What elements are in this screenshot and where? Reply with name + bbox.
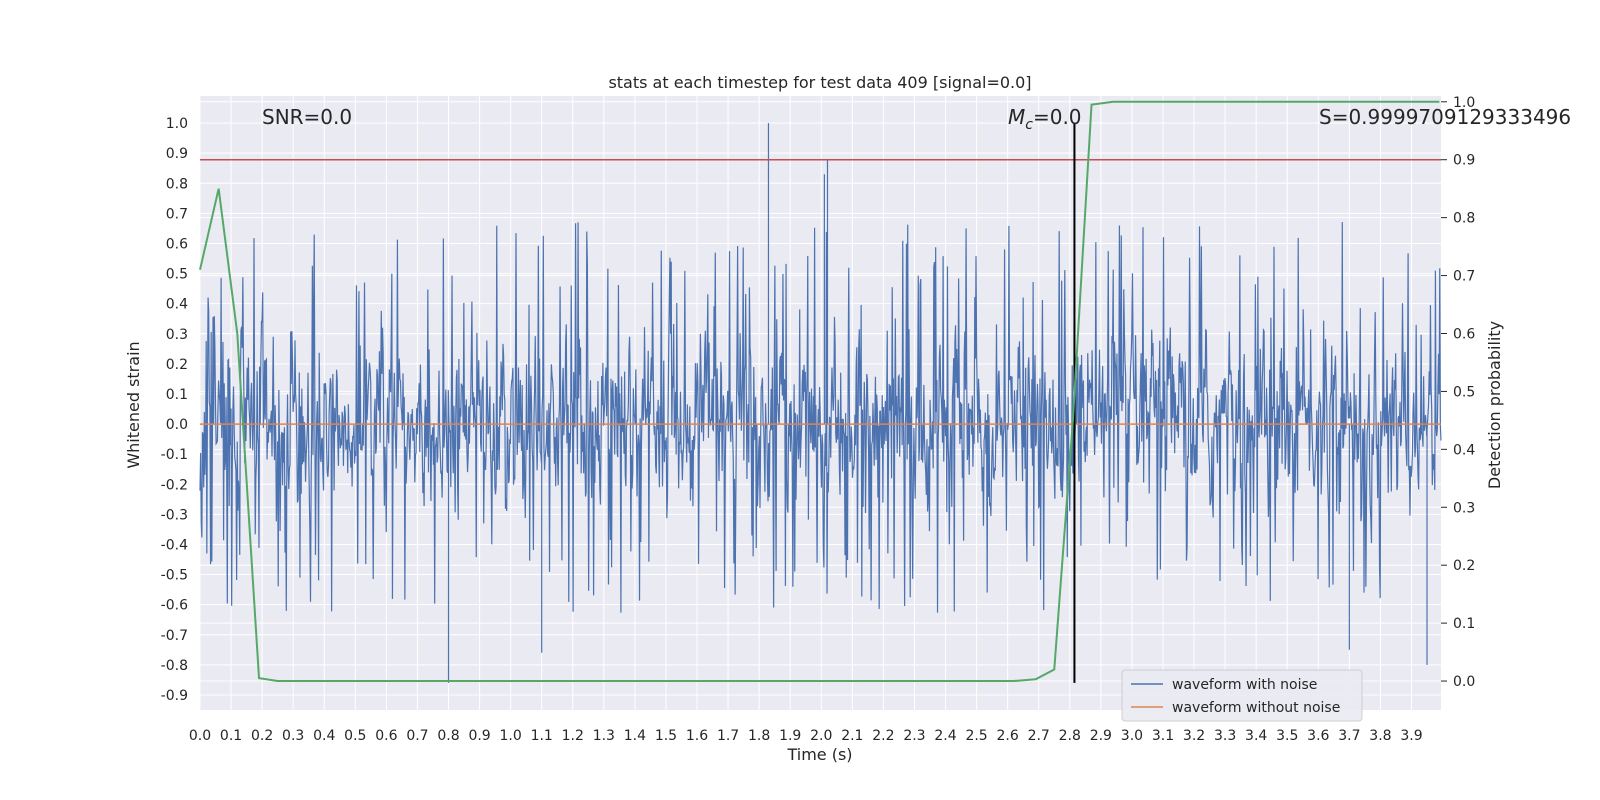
annotation-mc-value: =0.0 bbox=[1033, 105, 1082, 129]
y2-tick-label-0: 1.0 bbox=[1453, 95, 1475, 111]
x-tick-label-33: 3.3 bbox=[1214, 728, 1236, 744]
x-tick-label-0: 0.0 bbox=[189, 728, 211, 744]
x-tick-label-22: 2.2 bbox=[872, 728, 894, 744]
y2-tick-label-6: 0.4 bbox=[1453, 442, 1475, 458]
y-tick-label-13: -0.3 bbox=[161, 507, 188, 523]
x-tick-label-32: 3.2 bbox=[1183, 728, 1205, 744]
x-tick-label-27: 2.7 bbox=[1028, 728, 1050, 744]
x-tick-label-2: 0.2 bbox=[251, 728, 273, 744]
y2-tick-label-9: 0.1 bbox=[1453, 616, 1475, 632]
x-tick-label-7: 0.7 bbox=[406, 728, 428, 744]
y2-tick-label-3: 0.7 bbox=[1453, 269, 1475, 285]
y2-tick-label-4: 0.6 bbox=[1453, 326, 1475, 342]
y2-ticks: 1.0 0.9 0.8 0.7 0.6 0.5 0.4 0.3 0.2 0.1 0.0 bbox=[1441, 95, 1475, 690]
x-tick-label-6: 0.6 bbox=[375, 728, 397, 744]
x-ticks: 0.0 0.1 0.2 0.3 0.4 0.5 0.6 0.7 0.8 0.9 1.0 1.1 1.2 1… bbox=[189, 728, 1423, 744]
annotation-mc-symbol: M bbox=[1008, 105, 1025, 129]
series-noise bbox=[199, 123, 1442, 683]
annotation-s: S=0.9999709129333496 bbox=[1319, 105, 1571, 129]
y-tick-label-11: -0.1 bbox=[161, 447, 188, 463]
y-tick-label-17: -0.7 bbox=[161, 628, 188, 644]
x-tick-label-28: 2.8 bbox=[1059, 728, 1081, 744]
x-tick-label-37: 3.7 bbox=[1338, 728, 1360, 744]
x-tick-label-16: 1.6 bbox=[686, 728, 708, 744]
y2-axis-label: Detection probability bbox=[1485, 321, 1504, 489]
x-tick-label-4: 0.4 bbox=[313, 728, 335, 744]
y-tick-label-14: -0.4 bbox=[161, 537, 188, 553]
x-tick-label-10: 1.0 bbox=[500, 728, 522, 744]
annotation-mc-subscript: c bbox=[1025, 117, 1033, 133]
legend-box bbox=[1121, 669, 1363, 722]
x-tick-label-15: 1.5 bbox=[655, 728, 677, 744]
y-tick-label-18: -0.8 bbox=[161, 658, 188, 674]
y-tick-label-12: -0.2 bbox=[161, 477, 188, 493]
x-tick-label-19: 1.9 bbox=[779, 728, 801, 744]
x-tick-label-11: 1.1 bbox=[531, 728, 553, 744]
x-tick-label-34: 3.4 bbox=[1245, 728, 1267, 744]
x-tick-label-1: 0.1 bbox=[220, 728, 242, 744]
x-tick-label-31: 3.1 bbox=[1152, 728, 1174, 744]
x-tick-label-35: 3.5 bbox=[1276, 728, 1298, 744]
x-tick-label-29: 2.9 bbox=[1090, 728, 1112, 744]
x-tick-label-21: 2.1 bbox=[841, 728, 863, 744]
x-tick-label-13: 1.3 bbox=[593, 728, 615, 744]
x-tick-label-17: 1.7 bbox=[717, 728, 739, 744]
x-tick-label-14: 1.4 bbox=[624, 728, 646, 744]
y-tick-label-1: 0.9 bbox=[166, 146, 188, 162]
y-tick-label-0: 1.0 bbox=[166, 116, 188, 132]
annotation-mc: Mc=0.0 bbox=[1008, 105, 1082, 133]
x-tick-label-26: 2.6 bbox=[997, 728, 1019, 744]
x-tick-label-18: 1.8 bbox=[748, 728, 770, 744]
x-tick-label-12: 1.2 bbox=[562, 728, 584, 744]
x-tick-label-23: 2.3 bbox=[903, 728, 925, 744]
series-prob bbox=[199, 100, 1440, 683]
x-tick-label-8: 0.8 bbox=[437, 728, 459, 744]
y2-tick-label-1: 0.9 bbox=[1453, 153, 1475, 169]
x-tick-label-30: 3.0 bbox=[1121, 728, 1143, 744]
y2-tick-label-5: 0.5 bbox=[1453, 384, 1475, 400]
y-tick-label-15: -0.5 bbox=[161, 568, 188, 584]
x-tick-label-25: 2.5 bbox=[965, 728, 987, 744]
x-tick-label-36: 3.6 bbox=[1307, 728, 1329, 744]
y-tick-label-4: 0.6 bbox=[166, 236, 188, 252]
y2-tick-label-2: 0.8 bbox=[1453, 211, 1475, 227]
line-detection-probability bbox=[199, 100, 1440, 683]
x-axis-label: Time (s) bbox=[786, 745, 852, 764]
y-tick-label-19: -0.9 bbox=[161, 688, 188, 704]
x-tick-label-39: 3.9 bbox=[1400, 728, 1422, 744]
annotation-snr: SNR=0.0 bbox=[262, 105, 352, 129]
x-tick-label-9: 0.9 bbox=[468, 728, 490, 744]
x-tick-label-3: 0.3 bbox=[282, 728, 304, 744]
y-tick-label-9: 0.1 bbox=[166, 387, 188, 403]
x-tick-label-38: 3.8 bbox=[1369, 728, 1391, 744]
line-waveform-with-noise bbox=[199, 123, 1442, 683]
y-tick-label-8: 0.2 bbox=[166, 357, 188, 373]
x-tick-label-24: 2.4 bbox=[934, 728, 956, 744]
y-ticks: 1.0 0.9 0.8 0.7 0.6 0.5 0.4 0.3 0.2 0.1 0.0 -0.1 -0.… bbox=[161, 116, 188, 704]
y-axis-label: Whitened strain bbox=[124, 341, 143, 468]
y-tick-label-10: 0.0 bbox=[166, 417, 188, 433]
chart-title: stats at each timestep for test data 409… bbox=[608, 73, 1031, 92]
y2-tick-label-10: 0.0 bbox=[1453, 674, 1475, 690]
legend-label-noise: waveform with noise bbox=[1172, 677, 1317, 693]
x-tick-label-20: 2.0 bbox=[810, 728, 832, 744]
y-tick-label-16: -0.6 bbox=[161, 598, 188, 614]
y-tick-label-2: 0.8 bbox=[166, 176, 188, 192]
y-tick-label-3: 0.7 bbox=[166, 206, 188, 222]
y-tick-label-6: 0.4 bbox=[166, 297, 188, 313]
y-tick-label-5: 0.5 bbox=[166, 267, 188, 283]
y-tick-label-7: 0.3 bbox=[166, 327, 188, 343]
y2-tick-label-8: 0.2 bbox=[1453, 558, 1475, 574]
legend-label-clean: waveform without noise bbox=[1172, 700, 1340, 716]
x-tick-label-5: 0.5 bbox=[344, 728, 366, 744]
legend: waveform with noise waveform without noi… bbox=[1121, 669, 1363, 722]
y2-tick-label-7: 0.3 bbox=[1453, 500, 1475, 516]
